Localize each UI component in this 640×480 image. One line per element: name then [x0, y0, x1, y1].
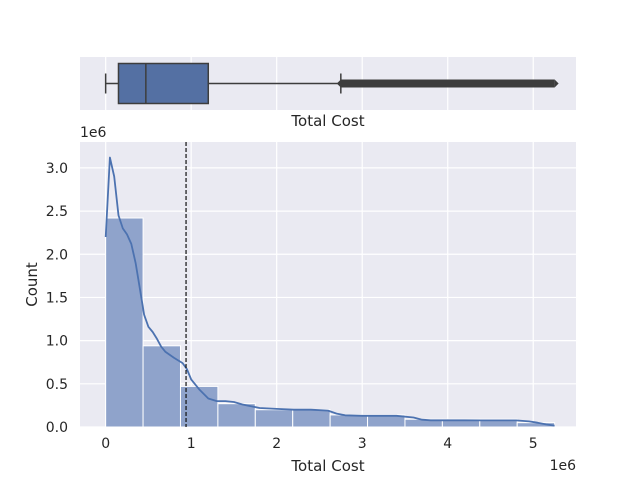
- y-tick-label: 2.0: [46, 247, 68, 263]
- box-iqr: [117, 62, 210, 105]
- histogram-panel: 0 1 2 3 4 5 0.0 0.5 1.0 1.5 2.0 2.5 3.0: [46, 142, 576, 452]
- x-tick-label: 1: [187, 436, 196, 452]
- y-tick-label: 3.0: [46, 161, 68, 177]
- box-plot-x-axis-label: Total Cost: [290, 112, 364, 130]
- x-tick-label: 5: [529, 436, 538, 452]
- outlier-band: [340, 79, 555, 88]
- y-axis-scale-label: 1e6: [80, 125, 107, 141]
- histogram-bar: [329, 414, 369, 428]
- y-tick-label: 0.0: [46, 420, 68, 436]
- x-tick-label: 4: [443, 436, 452, 452]
- x-tick-label: 0: [101, 436, 110, 452]
- y-tick-label: 1.5: [46, 290, 68, 306]
- y-tick-label: 1.0: [46, 334, 68, 350]
- x-axis-scale-label: 1e6: [550, 458, 577, 474]
- histogram-bar: [217, 403, 256, 428]
- y-tick-label: 0.5: [46, 377, 68, 393]
- histogram-y-axis-label: Count: [23, 262, 41, 307]
- box-plot-panel: [80, 57, 576, 110]
- histogram-bar: [292, 409, 331, 428]
- kde-curve: [104, 156, 555, 427]
- x-tick-label: 2: [272, 436, 281, 452]
- histogram-bar: [105, 217, 144, 428]
- y-tick-label: 2.5: [46, 204, 68, 220]
- histogram-x-axis-label: Total Cost: [290, 457, 364, 475]
- histogram-bar: [254, 409, 294, 428]
- x-tick-label: 3: [358, 436, 367, 452]
